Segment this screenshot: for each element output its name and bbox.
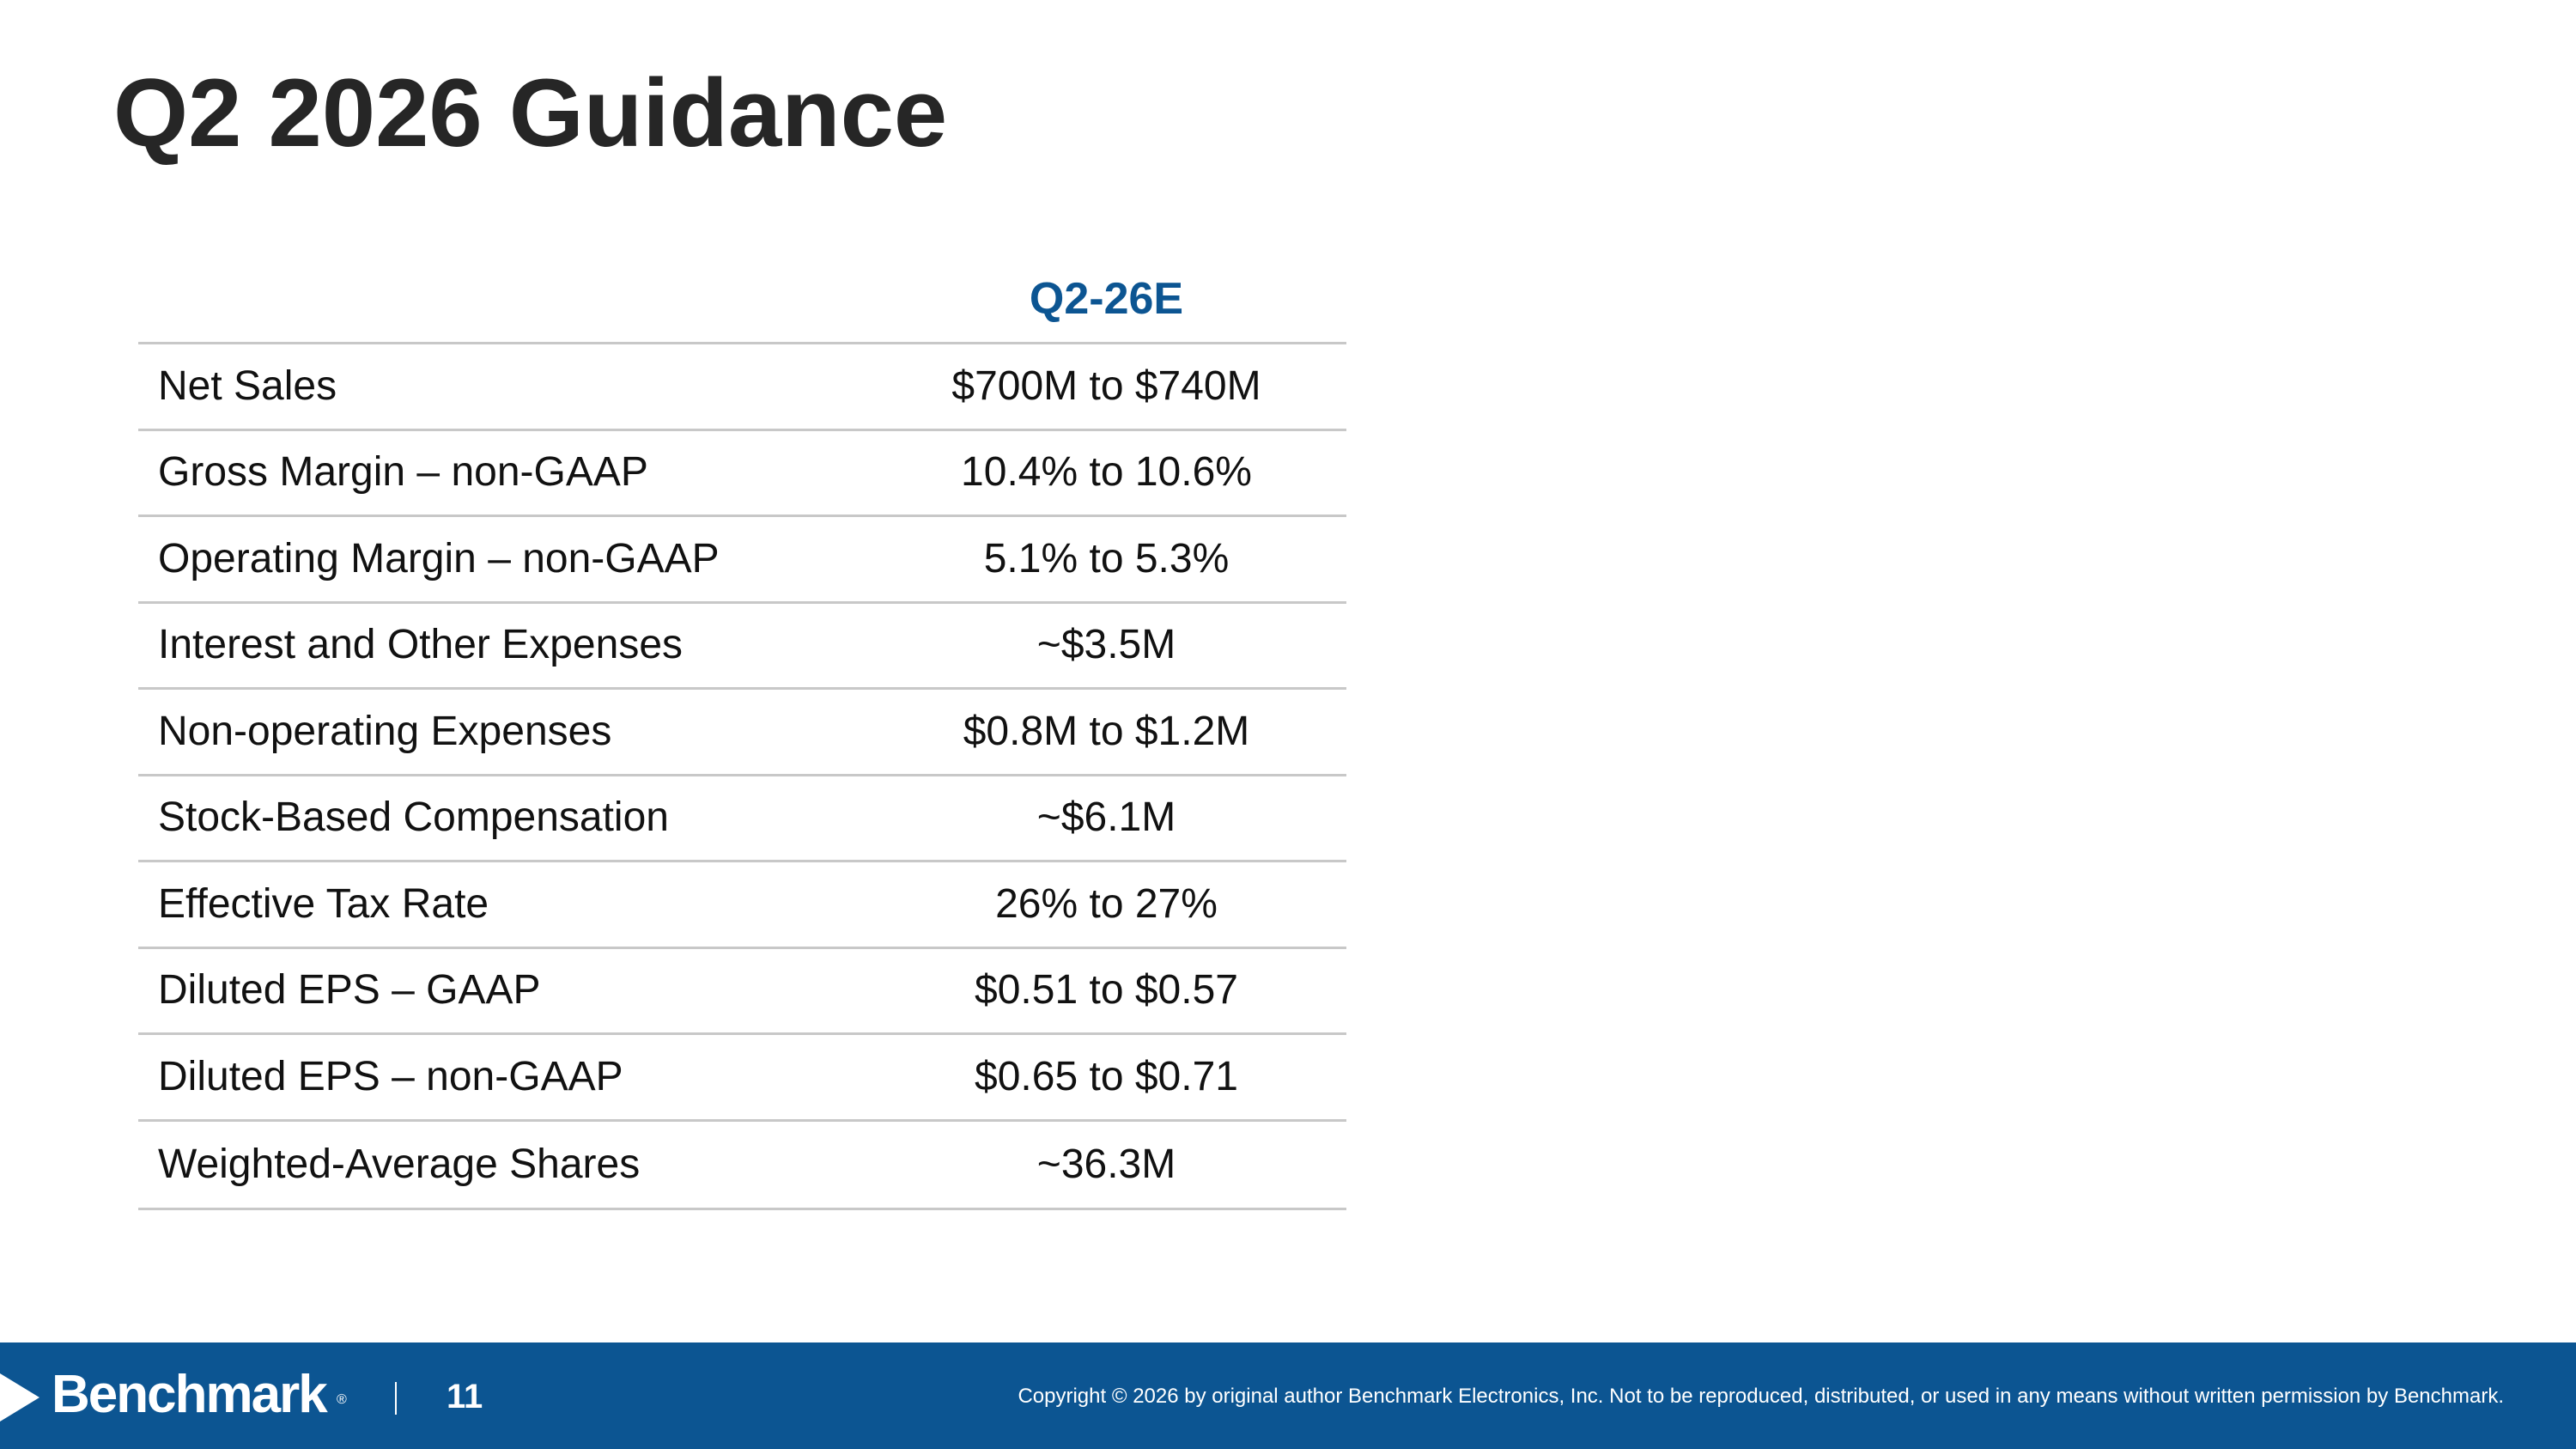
table-row: Weighted-Average Shares ~36.3M [138,1122,1346,1210]
footer-bar: Benchmark ® 11 Copyright © 2026 by origi… [0,1342,2576,1449]
benchmark-logo: Benchmark ® [0,1342,361,1449]
row-value: 10.4% to 10.6% [961,449,1252,496]
row-value: ~$6.1M [1036,795,1176,841]
row-label: Non-operating Expenses [158,708,612,754]
row-value: $700M to $740M [951,362,1261,409]
table-body: Net Sales $700M to $740M Gross Margin – … [138,342,1346,1210]
row-label: Weighted-Average Shares [158,1141,641,1187]
row-value: ~$3.5M [1036,622,1176,668]
page-number: 11 [447,1378,483,1416]
table-row: Effective Tax Rate 26% to 27% [138,862,1346,949]
row-label: Diluted EPS – GAAP [158,967,541,1014]
row-value: ~36.3M [1036,1141,1176,1187]
table-row: Gross Margin – non-GAAP 10.4% to 10.6% [138,431,1346,517]
row-value: 26% to 27% [995,880,1218,927]
row-value: $0.51 to $0.57 [975,967,1238,1014]
table-row: Diluted EPS – GAAP $0.51 to $0.57 [138,949,1346,1035]
row-label: Net Sales [158,362,337,409]
table-row: Stock-Based Compensation ~$6.1M [138,776,1346,862]
footer-separator [395,1382,397,1415]
logo-arrow-icon [0,1373,39,1422]
row-value: $0.65 to $0.71 [975,1053,1238,1099]
table-row: Diluted EPS – non-GAAP $0.65 to $0.71 [138,1035,1346,1122]
table-row: Operating Margin – non-GAAP 5.1% to 5.3% [138,517,1346,604]
row-label: Stock-Based Compensation [158,795,669,841]
row-label: Diluted EPS – non-GAAP [158,1053,623,1099]
row-value: $0.8M to $1.2M [963,708,1250,754]
table-row: Net Sales $700M to $740M [138,344,1346,431]
table-row: Non-operating Expenses $0.8M to $1.2M [138,690,1346,776]
table-header: Q2-26E [138,262,1346,342]
table-row: Interest and Other Expenses ~$3.5M [138,604,1346,690]
row-value: 5.1% to 5.3% [983,535,1230,581]
row-label: Gross Margin – non-GAAP [158,449,648,496]
row-label: Interest and Other Expenses [158,622,683,668]
logo-wordmark: Benchmark [52,1365,328,1424]
column-header-q2-26e: Q2-26E [1029,274,1184,324]
row-label: Effective Tax Rate [158,880,489,927]
row-label: Operating Margin – non-GAAP [158,535,720,581]
slide-title: Q2 2026 Guidance [113,59,948,167]
registered-mark: ® [337,1392,347,1407]
copyright-notice: Copyright © 2026 by original author Benc… [1018,1385,2504,1408]
